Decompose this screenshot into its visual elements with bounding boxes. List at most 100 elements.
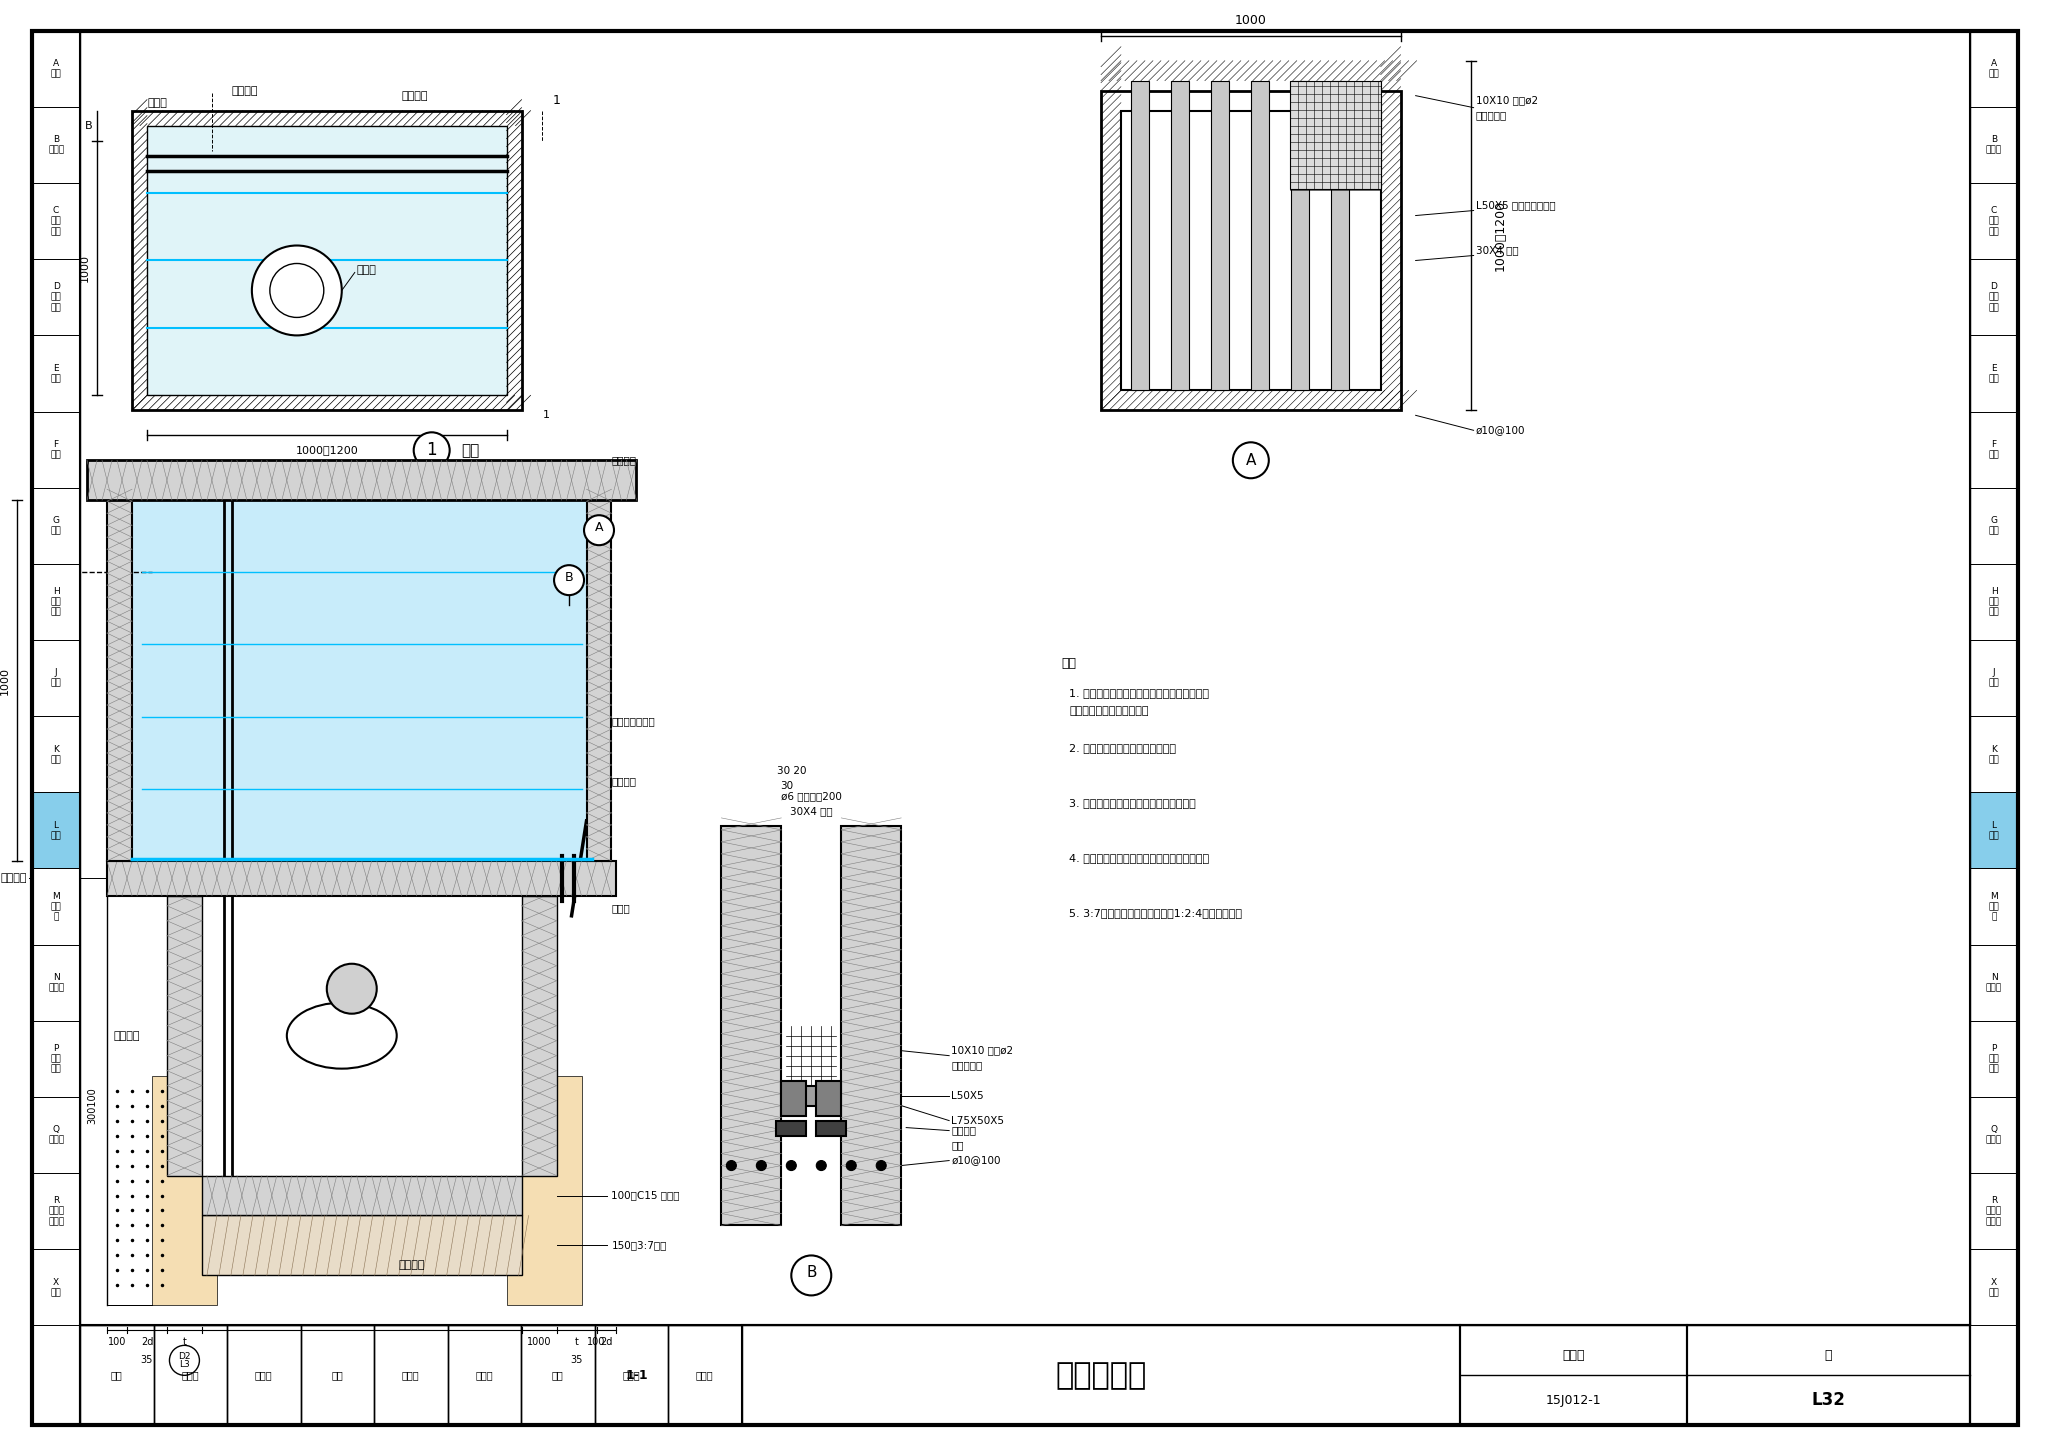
Text: 3. 混凝土结构层及管径大小按工程设计。: 3. 混凝土结构层及管径大小按工程设计。 [1069, 798, 1196, 808]
Text: M
景观
桥: M 景观 桥 [51, 891, 61, 922]
Text: 4. 水池底板向排水口找坡铁件刷防锈漆两道。: 4. 水池底板向排水口找坡铁件刷防锈漆两道。 [1069, 853, 1208, 863]
Text: 1000～1200: 1000～1200 [1495, 199, 1507, 271]
Bar [33, 641, 80, 716]
Text: 35: 35 [141, 1356, 154, 1366]
Text: L50X5 不锈钢或角钢框: L50X5 不锈钢或角钢框 [1477, 201, 1554, 211]
Text: 1000: 1000 [526, 1338, 551, 1347]
Text: K
花架: K 花架 [51, 744, 61, 764]
Text: P
其他
小品: P 其他 小品 [51, 1044, 61, 1073]
Bar [168, 895, 203, 1175]
Text: 不锈钢丝网: 不锈钢丝网 [950, 1060, 983, 1070]
Bar [1970, 868, 2017, 945]
Text: X
附录: X 附录 [1989, 1277, 1999, 1297]
Text: 2d: 2d [141, 1338, 154, 1347]
Polygon shape [506, 1076, 582, 1306]
Text: R
雨水生
态技术: R 雨水生 态技术 [1987, 1197, 2003, 1226]
Bar [147, 125, 506, 396]
Text: D2: D2 [178, 1351, 190, 1361]
Text: B
总说明: B 总说明 [1987, 135, 2003, 154]
Text: 校对: 校对 [332, 1370, 344, 1380]
Bar [1331, 80, 1350, 390]
Text: 审核: 审核 [111, 1370, 123, 1380]
Bar [1970, 563, 2017, 641]
Text: ø6 螺栓中距200: ø6 螺栓中距200 [780, 791, 842, 801]
Text: B: B [84, 121, 92, 131]
Bar [33, 1249, 80, 1325]
Bar [301, 1325, 375, 1425]
Text: N
座椅凳: N 座椅凳 [1987, 973, 2003, 993]
Bar [1970, 31, 2017, 1425]
Bar [1970, 488, 2017, 563]
Circle shape [270, 264, 324, 317]
Text: A: A [1245, 453, 1255, 467]
Text: t: t [575, 1338, 578, 1347]
Circle shape [791, 1255, 831, 1296]
Bar [1970, 183, 2017, 259]
Text: A
目录: A 目录 [51, 60, 61, 79]
Bar [817, 1080, 842, 1115]
Bar [33, 792, 80, 868]
Bar [113, 501, 612, 860]
Text: B: B [807, 1265, 817, 1280]
Bar [842, 826, 901, 1226]
Text: R
雨水生
态技术: R 雨水生 态技术 [47, 1197, 63, 1226]
Bar [594, 1325, 668, 1425]
Bar [1970, 792, 2017, 868]
Text: 焊接: 焊接 [950, 1140, 965, 1150]
Text: E
缘石: E 缘石 [51, 364, 61, 383]
Text: 图集号: 图集号 [1563, 1348, 1585, 1361]
Text: 回填灰土: 回填灰土 [115, 1031, 139, 1041]
Bar [1970, 1174, 2017, 1249]
Bar [522, 895, 557, 1175]
Text: 30 20: 30 20 [776, 766, 807, 776]
Text: A
目录: A 目录 [1989, 60, 1999, 79]
Text: 水池底泵坑: 水池底泵坑 [1055, 1361, 1147, 1390]
Text: 15J012-1: 15J012-1 [1546, 1393, 1602, 1406]
Bar [786, 1086, 836, 1105]
Text: 泌水管: 泌水管 [147, 98, 166, 108]
Text: Q
排盐碱: Q 排盐碱 [47, 1125, 63, 1144]
Bar [721, 826, 782, 1226]
Bar [33, 945, 80, 1021]
Bar [106, 501, 131, 860]
Text: 150厚3:7灰土: 150厚3:7灰土 [612, 1241, 668, 1251]
Text: B: B [565, 571, 573, 584]
Text: F
边沟: F 边沟 [1989, 440, 1999, 459]
Bar [33, 31, 80, 1425]
Text: 30: 30 [74, 128, 84, 140]
Bar [33, 488, 80, 563]
Text: ø10@100: ø10@100 [950, 1156, 1001, 1166]
Text: 1: 1 [543, 411, 551, 421]
Bar [33, 183, 80, 259]
Text: 注：: 注： [1061, 657, 1075, 670]
Bar [520, 1325, 594, 1425]
Ellipse shape [287, 1003, 397, 1069]
Text: 常水位: 常水位 [33, 552, 51, 562]
Text: 签名签: 签名签 [475, 1370, 494, 1380]
Bar [668, 1325, 741, 1425]
Bar [80, 31, 1970, 1325]
Text: 1000: 1000 [1235, 15, 1268, 28]
Bar [88, 460, 637, 501]
Text: 35: 35 [569, 1356, 584, 1366]
Bar [1120, 111, 1380, 390]
Text: 平面: 平面 [461, 443, 479, 457]
Bar [1970, 1096, 2017, 1174]
Text: 100: 100 [109, 1338, 127, 1347]
Polygon shape [106, 1076, 217, 1306]
Text: 防水套管: 防水套管 [612, 776, 637, 786]
Text: H
花池
树池: H 花池 树池 [51, 587, 61, 617]
Bar [33, 563, 80, 641]
Text: P
其他
小品: P 其他 小品 [1989, 1044, 1999, 1073]
Bar [80, 1325, 154, 1425]
Bar [1102, 90, 1401, 411]
Text: 2. 泵坑最小尺寸要留出检修空间。: 2. 泵坑最小尺寸要留出检修空间。 [1069, 743, 1176, 753]
Text: 30X4 压条: 30X4 压条 [1477, 246, 1518, 255]
Bar [33, 716, 80, 792]
Text: E
缘石: E 缘石 [1989, 364, 1999, 383]
Text: 不锈钢或角钢框: 不锈钢或角钢框 [612, 716, 655, 727]
Text: 30: 30 [780, 780, 793, 791]
Circle shape [756, 1160, 766, 1171]
Bar [154, 1325, 227, 1425]
Bar [1460, 1325, 1688, 1425]
